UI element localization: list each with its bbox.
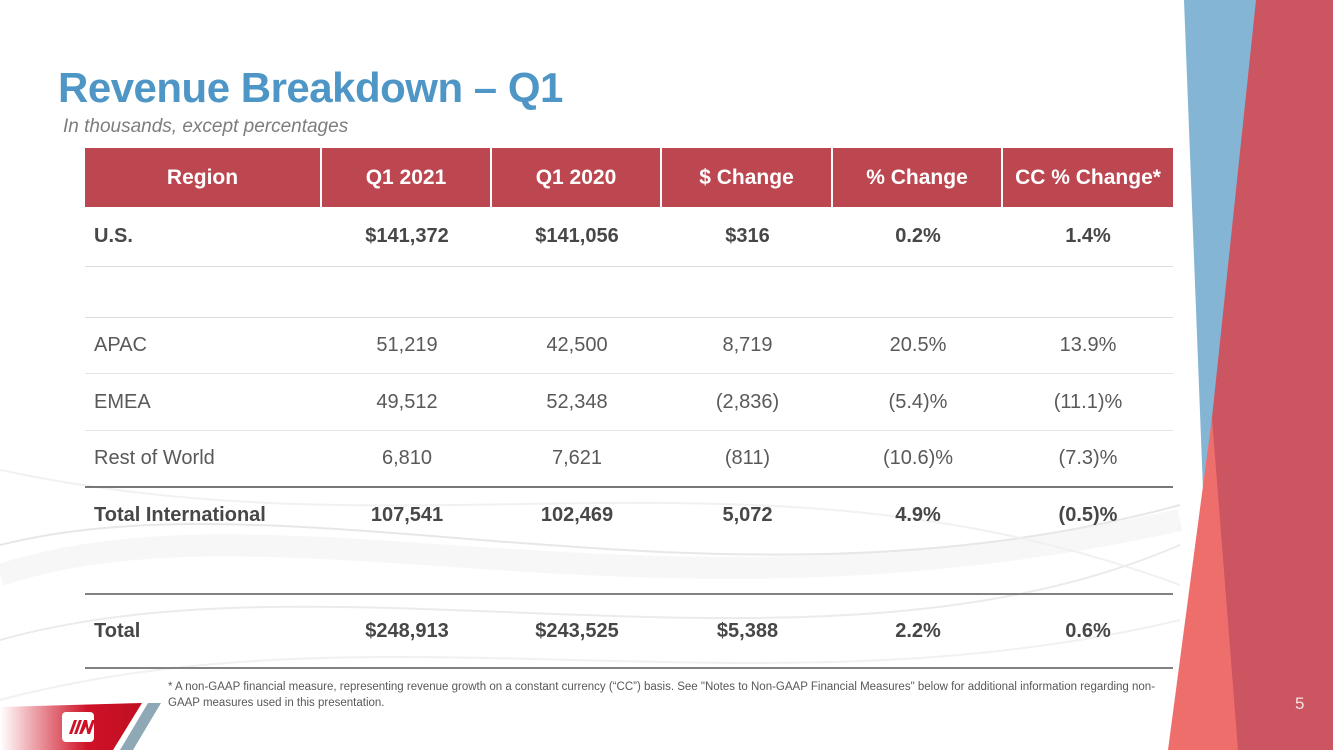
cell-cc-pct-change: (11.1)% (1053, 390, 1123, 413)
cell-q1-2020: 42,500 (546, 334, 608, 356)
revenue-table: Region Q1 2021 Q1 2020 $ Change % Change… (85, 148, 1173, 669)
column-header-pct-change: % Change (833, 148, 1003, 207)
cell-q1-2021: 49,512 (376, 390, 438, 413)
cell-region: Total International (94, 504, 266, 526)
table-row-us: U.S. $141,372 $141,056 $316 0.2% 1.4% (85, 207, 1173, 267)
cell-cc-pct-change: (0.5)% (1058, 504, 1118, 526)
cell-pct-change: (5.4)% (888, 390, 948, 413)
table-row-total-international: Total International 107,541 102,469 5,07… (85, 488, 1173, 543)
table-spacer-row (85, 267, 1173, 318)
cell-cc-pct-change: 0.6% (1065, 619, 1111, 642)
cell-dollar-change: (811) (724, 447, 771, 469)
cell-dollar-change: (2,836) (715, 390, 780, 413)
table-spacer-row (85, 543, 1173, 595)
cell-dollar-change: 8,719 (722, 334, 773, 356)
cell-q1-2020: 102,469 (540, 504, 614, 526)
logo-band (0, 703, 161, 750)
footnote: * A non-GAAP financial measure, represen… (168, 681, 1156, 709)
column-header-dollar-change: $ Change (662, 148, 833, 207)
column-header-q1-2020: Q1 2020 (492, 148, 662, 207)
cell-region: APAC (94, 334, 147, 356)
logo-blue-stripe (120, 703, 161, 750)
cell-region: Rest of World (94, 447, 215, 469)
cell-region: EMEA (94, 390, 151, 413)
page-title: Revenue Breakdown – Q1 (58, 64, 563, 111)
cell-cc-pct-change: (7.3)% (1058, 447, 1118, 469)
cell-cc-pct-change: 13.9% (1059, 334, 1117, 356)
cell-dollar-change: $5,388 (716, 619, 779, 642)
cell-q1-2020: 7,621 (551, 447, 603, 469)
page-subtitle: In thousands, except percentages (63, 116, 349, 137)
logo-m-icon (69, 720, 95, 734)
cell-pct-change: 20.5% (889, 334, 947, 356)
table-row-rest-of-world: Rest of World 6,810 7,621 (811) (10.6)% … (85, 431, 1173, 488)
cell-q1-2020: 52,348 (546, 390, 608, 413)
table-header-row: Region Q1 2021 Q1 2020 $ Change % Change… (85, 148, 1173, 207)
cell-pct-change: 2.2% (895, 619, 941, 642)
column-header-cc-pct-change: CC % Change* (1015, 165, 1161, 189)
cell-q1-2021: $248,913 (365, 619, 449, 642)
column-header-region: Region (85, 148, 322, 207)
cell-dollar-change: 5,072 (722, 504, 773, 526)
light-red-wedge (1168, 418, 1238, 750)
table-row-emea: EMEA 49,512 52,348 (2,836) (5.4)% (11.1)… (85, 374, 1173, 431)
cell-dollar-change: $316 (725, 225, 770, 247)
cell-q1-2020: $141,056 (535, 225, 619, 247)
cell-q1-2021: 6,810 (381, 447, 433, 469)
cell-q1-2021: 51,219 (376, 334, 438, 356)
column-header-q1-2021: Q1 2021 (322, 148, 492, 207)
blue-band-shape (1184, 0, 1257, 490)
table-row-total: Total $248,913 $243,525 $5,388 2.2% 0.6% (85, 595, 1173, 669)
cell-pct-change: 4.9% (895, 504, 941, 526)
cell-q1-2020: $243,525 (535, 619, 619, 642)
page-number: 5 (1295, 694, 1305, 713)
cell-region: Total (94, 619, 141, 642)
table-row-apac: APAC 51,219 42,500 8,719 20.5% 13.9% (85, 318, 1173, 374)
cell-q1-2021: $141,372 (365, 225, 449, 247)
cell-pct-change: 0.2% (895, 225, 941, 247)
cell-q1-2021: 107,541 (370, 504, 444, 526)
cell-cc-pct-change: 1.4% (1065, 225, 1111, 247)
cell-region: U.S. (94, 225, 133, 247)
cell-pct-change: (10.6)% (882, 447, 954, 469)
